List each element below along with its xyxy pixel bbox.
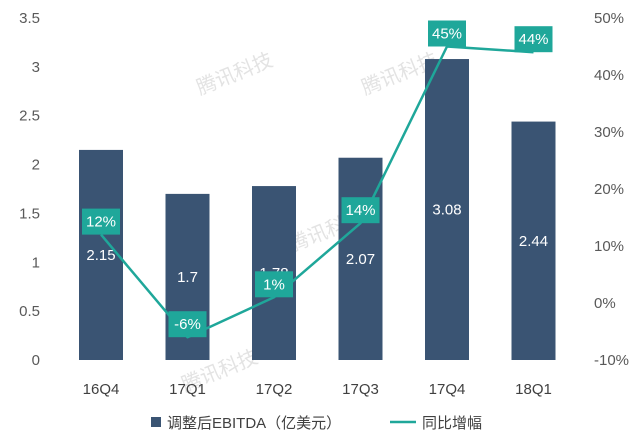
- right-tick-label: 0%: [594, 295, 616, 312]
- bar-label-17Q4: 3.08: [432, 202, 461, 219]
- left-tick-label: 1: [32, 254, 40, 271]
- left-axis: 0 0.5 1 1.5 2 2.5 3 3.5: [19, 10, 40, 369]
- legend-line-label: 同比增幅: [422, 415, 482, 432]
- growth-label-16Q4: 12%: [82, 208, 120, 235]
- growth-label-text: 14%: [345, 202, 375, 219]
- left-tick-label: 2.5: [19, 108, 40, 125]
- bar-label-16Q4: 2.15: [86, 247, 115, 264]
- bar-label-17Q3: 2.07: [346, 251, 375, 268]
- growth-label-18Q1: 44%: [514, 26, 553, 53]
- growth-label-17Q3: 14%: [341, 197, 380, 224]
- growth-label-box: [428, 20, 466, 47]
- bars: [79, 59, 556, 360]
- right-axis: -10% 0% 10% 20% 30% 40% 50%: [594, 10, 629, 369]
- left-tick-label: 2: [32, 157, 40, 174]
- right-tick-label: 30%: [594, 124, 624, 141]
- right-tick-label: 50%: [594, 10, 624, 27]
- category-label: 17Q1: [169, 381, 206, 398]
- legend-bar-label: 调整后EBITDA（亿美元）: [167, 415, 341, 432]
- right-tick-label: 10%: [594, 238, 624, 255]
- growth-label-text: 45%: [432, 26, 462, 43]
- growth-label-box: [255, 271, 293, 298]
- growth-label-box: [168, 311, 207, 338]
- left-tick-label: 3.5: [19, 10, 40, 27]
- bar-16Q4: [79, 149, 123, 360]
- categories: 16Q4 17Q1 17Q2 17Q3 17Q4 18Q1: [83, 381, 552, 398]
- legend-bar-swatch: [151, 417, 161, 427]
- right-tick-label: -10%: [594, 352, 629, 369]
- right-tick-label: 20%: [594, 181, 624, 198]
- growth-label-17Q2: 1%: [255, 271, 293, 298]
- growth-label-text: 12%: [86, 214, 116, 231]
- bar-label-17Q1: 1.7: [177, 269, 198, 286]
- bar-17Q4: [425, 59, 469, 360]
- growth-label-text: -6%: [174, 316, 201, 333]
- category-label: 17Q2: [256, 381, 293, 398]
- category-label: 17Q3: [342, 381, 379, 398]
- growth-label-box: [82, 208, 120, 235]
- growth-label-text: 1%: [263, 276, 285, 293]
- right-tick-label: 40%: [594, 67, 624, 84]
- legend: 调整后EBITDA（亿美元） 同比增幅: [151, 415, 482, 432]
- watermark-0: 腾讯科技: [193, 47, 276, 99]
- left-tick-label: 1.5: [19, 205, 40, 222]
- bar-label-18Q1: 2.44: [519, 233, 548, 250]
- growth-label-text: 44%: [518, 31, 548, 48]
- growth-label-17Q1: -6%: [168, 311, 207, 338]
- growth-labels: 12% -6% 1% 14% 45% 44%: [82, 20, 553, 338]
- bar-18Q1: [511, 121, 556, 360]
- category-label: 18Q1: [515, 381, 552, 398]
- left-tick-label: 0: [32, 352, 40, 369]
- left-tick-label: 3: [32, 59, 40, 76]
- growth-label-box: [341, 197, 380, 224]
- left-tick-label: 0.5: [19, 303, 40, 320]
- category-label: 16Q4: [83, 381, 120, 398]
- growth-label-17Q4: 45%: [428, 20, 466, 47]
- category-label: 17Q4: [429, 381, 466, 398]
- growth-label-box: [514, 26, 553, 53]
